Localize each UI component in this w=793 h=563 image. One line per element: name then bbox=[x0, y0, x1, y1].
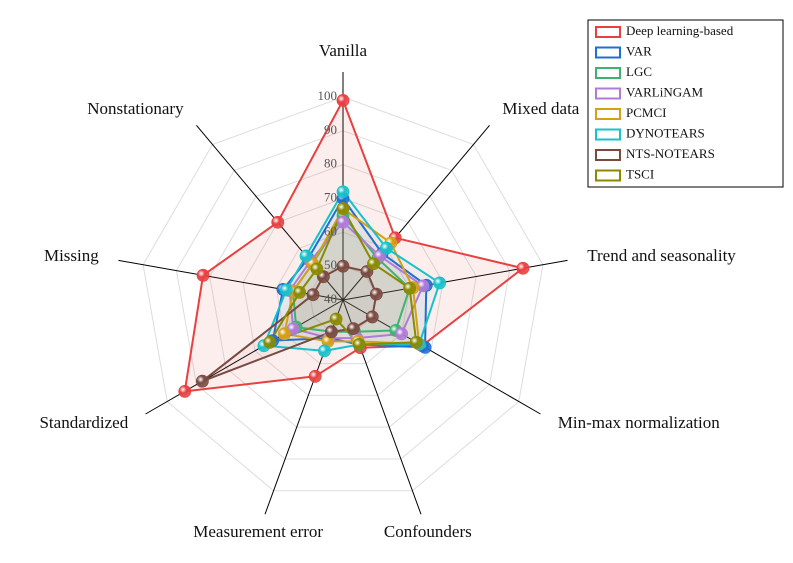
category-label: Nonstationary bbox=[87, 99, 184, 118]
legend-swatch bbox=[595, 128, 621, 141]
series-line bbox=[262, 189, 441, 352]
data-point bbox=[279, 283, 293, 297]
series-area bbox=[269, 208, 417, 345]
data-point bbox=[325, 325, 338, 339]
series-line bbox=[267, 206, 418, 346]
data-point bbox=[196, 268, 210, 282]
category-label: Trend and seasonality bbox=[587, 246, 736, 265]
grid-line bbox=[242, 197, 444, 396]
data-point bbox=[403, 281, 417, 295]
legend-label: PCMCI bbox=[626, 105, 666, 120]
legend-swatch bbox=[595, 108, 621, 120]
data-point bbox=[395, 327, 409, 341]
grid-line bbox=[175, 130, 511, 460]
legend-label: NTS-NOTEARS bbox=[626, 146, 715, 161]
series-line bbox=[283, 207, 421, 346]
y-tick-label: 40 bbox=[324, 291, 337, 306]
data-point bbox=[367, 257, 380, 271]
legend-swatch bbox=[595, 26, 621, 38]
category-label: Standardized bbox=[39, 413, 128, 432]
legend-box bbox=[587, 19, 784, 188]
y-tick-label: 100 bbox=[318, 88, 338, 103]
category-label: Measurement error bbox=[193, 522, 323, 541]
data-point bbox=[336, 215, 350, 229]
data-point bbox=[195, 374, 209, 388]
y-tick-label: 70 bbox=[324, 189, 337, 204]
category-label: Vanilla bbox=[319, 41, 368, 60]
data-point bbox=[433, 276, 447, 290]
data-point bbox=[380, 241, 393, 255]
data-point bbox=[306, 288, 320, 302]
series-area bbox=[263, 191, 440, 351]
category-label: Min-max normalization bbox=[558, 413, 720, 432]
series-line bbox=[288, 220, 425, 340]
data-point bbox=[293, 285, 307, 299]
legend-label: DYNOTEARS bbox=[626, 125, 705, 140]
category-label: Mixed data bbox=[502, 99, 579, 118]
legend-swatch bbox=[595, 149, 621, 161]
grid-line bbox=[142, 96, 544, 492]
legend-label: VARLiNGAM bbox=[626, 84, 703, 99]
series-area bbox=[184, 100, 523, 392]
data-point bbox=[516, 261, 530, 275]
legend-swatch bbox=[595, 87, 621, 100]
legend-label: LGC bbox=[626, 64, 652, 79]
y-tick-label: 90 bbox=[324, 122, 337, 137]
data-point bbox=[369, 287, 383, 301]
data-point bbox=[299, 249, 313, 263]
data-point bbox=[347, 322, 360, 336]
data-point bbox=[336, 259, 350, 273]
series-line bbox=[201, 265, 378, 383]
data-point bbox=[277, 327, 291, 341]
data-point bbox=[263, 335, 277, 349]
data-point bbox=[318, 344, 331, 358]
data-point bbox=[365, 310, 379, 324]
axis-line bbox=[145, 299, 344, 415]
category-label: Confounders bbox=[384, 522, 472, 541]
y-tick-label: 80 bbox=[324, 156, 337, 171]
legend-label: TSCI bbox=[626, 166, 654, 181]
data-point bbox=[178, 384, 192, 398]
data-point bbox=[352, 338, 366, 351]
series-area bbox=[293, 215, 410, 332]
data-point bbox=[336, 185, 350, 199]
data-point bbox=[271, 215, 285, 229]
data-point bbox=[308, 369, 322, 383]
grid-line bbox=[209, 164, 477, 428]
data-point bbox=[310, 262, 324, 276]
legend-swatch bbox=[595, 46, 621, 59]
series-area bbox=[289, 222, 423, 339]
category-label: Missing bbox=[44, 246, 99, 265]
data-point bbox=[336, 202, 350, 216]
data-point bbox=[409, 335, 423, 349]
legend-label: Deep learning-based bbox=[626, 23, 734, 38]
data-point bbox=[329, 312, 343, 326]
series-line bbox=[183, 97, 526, 393]
y-tick-label: 50 bbox=[324, 257, 337, 272]
y-tick-label: 60 bbox=[324, 223, 337, 238]
legend-label: VAR bbox=[626, 43, 652, 58]
legend-swatch bbox=[595, 67, 621, 79]
data-point bbox=[336, 93, 350, 107]
legend-swatch bbox=[595, 169, 621, 182]
series-area bbox=[272, 198, 427, 348]
